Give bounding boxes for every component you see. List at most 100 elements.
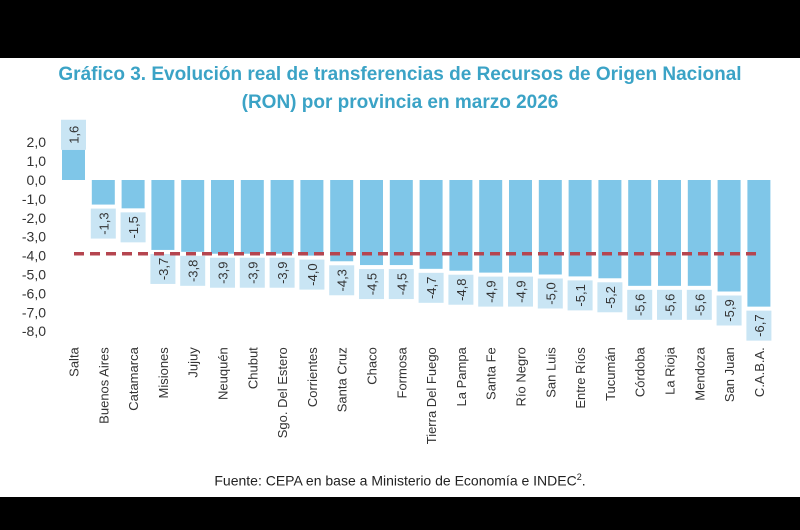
data-label: -4,8 [454, 279, 469, 301]
bar [449, 180, 473, 271]
data-label: -5,0 [543, 282, 558, 304]
category-label: Santa Cruz [335, 347, 350, 412]
data-label: -4,9 [514, 280, 529, 302]
data-label-box [61, 119, 86, 150]
data-label-box [329, 265, 355, 296]
source-note: Fuente: CEPA en base a Ministerio de Eco… [0, 472, 800, 489]
data-label: -4,5 [394, 273, 409, 295]
data-label: -4,9 [484, 280, 499, 302]
data-label: -3,8 [186, 260, 201, 282]
bar [211, 180, 234, 254]
data-label: -3,9 [275, 262, 290, 284]
bar [62, 149, 85, 180]
bar [121, 180, 145, 209]
category-label: San Luis [543, 347, 558, 398]
bar-chart: 2,0 1,0 0,0 -1,0 -2,0 -3,0 -4,0 -5,0 -6,0 -7,0 -8,… [22, 119, 772, 444]
chart-title-line-2: (RON) por provincia en marzo 2026 [241, 92, 559, 113]
bar [509, 180, 532, 273]
category-label: Catamarca [126, 346, 141, 410]
chart-title-line-1: Gráfico 3. Evolución real de transferenc… [58, 64, 742, 85]
bar [330, 180, 354, 262]
data-label: -5,6 [633, 294, 648, 316]
y-tick-label: -7,0 [22, 304, 46, 320]
bar [181, 180, 205, 252]
y-tick-label: -8,0 [22, 323, 46, 339]
data-label-box [537, 278, 563, 309]
data-label: -4,5 [365, 273, 380, 295]
bar [240, 180, 264, 254]
y-tick-label: -6,0 [22, 285, 46, 301]
y-tick-label: -2,0 [22, 210, 46, 226]
bar [300, 180, 324, 256]
data-label-box [448, 274, 474, 305]
y-tick-label: -3,0 [22, 229, 46, 245]
data-label: -3,9 [245, 262, 260, 284]
data-label-box [299, 259, 325, 290]
bar [91, 180, 115, 205]
y-tick-label: 0,0 [27, 172, 47, 188]
category-label: Sgo. Del Estero [275, 347, 290, 438]
data-label: -4,0 [305, 263, 320, 285]
chart-panel: Gráfico 3. Evolución real de transferenc… [0, 58, 800, 497]
data-label: -5,9 [722, 299, 737, 321]
category-label: Río Negro [514, 347, 529, 406]
data-label: -5,2 [603, 286, 618, 308]
bar [658, 180, 681, 286]
bar [538, 180, 562, 275]
bar [628, 180, 652, 286]
data-label: -6,7 [752, 314, 767, 336]
data-label-box [269, 257, 295, 288]
category-label: Corrientes [305, 347, 320, 407]
data-label-box [359, 269, 384, 300]
bar [270, 180, 294, 254]
category-label: Formosa [394, 346, 409, 398]
data-label-box [478, 276, 504, 307]
data-label: -5,6 [692, 294, 707, 316]
source-end: . [581, 472, 586, 489]
data-label-box [150, 253, 176, 284]
data-label-box [686, 289, 712, 320]
data-label-box [180, 255, 206, 286]
y-tick-label: -1,0 [22, 191, 46, 207]
data-label: -3,7 [156, 258, 171, 280]
bar [419, 180, 443, 269]
data-label-box [120, 212, 146, 243]
data-label: -3,9 [216, 262, 231, 284]
category-label: San Juan [722, 347, 737, 402]
category-label: Entre Ríos [573, 347, 588, 409]
category-label: Misiones [156, 347, 171, 399]
data-label: -5,1 [573, 284, 588, 306]
category-label: Buenos Aires [96, 347, 111, 424]
category-label: Salta [67, 346, 82, 376]
bar [389, 180, 413, 266]
data-label-box [657, 289, 682, 320]
data-label-box [716, 295, 742, 326]
category-label: La Pampa [454, 346, 469, 406]
category-label: C.A.B.A. [752, 347, 767, 397]
category-label: Mendoza [692, 346, 707, 400]
bar [687, 180, 711, 286]
category-label: Santa Fe [484, 347, 499, 400]
data-label-box [388, 269, 414, 300]
bar [479, 180, 503, 273]
data-label-box [567, 280, 593, 311]
category-label: Córdoba [633, 346, 648, 397]
category-label: Chubut [245, 347, 260, 389]
y-tick-label: -4,0 [22, 248, 46, 264]
bar [717, 180, 741, 292]
data-label: -5,6 [663, 294, 678, 316]
source-footnote: 2 [576, 472, 582, 482]
data-label-box [508, 276, 533, 307]
data-label-box [746, 310, 772, 341]
data-label-box [90, 208, 116, 239]
y-tick-label: 1,0 [27, 153, 47, 169]
y-tick-label: -5,0 [22, 267, 46, 283]
data-label-box [210, 257, 235, 288]
category-label: Chaco [365, 347, 380, 385]
data-label: -1,5 [126, 216, 141, 238]
data-label-box [239, 257, 265, 288]
bar [151, 180, 175, 250]
data-label-box [418, 272, 444, 303]
source-text: Fuente: CEPA en base a Ministerio de Eco… [214, 472, 577, 489]
category-label: La Rioja [663, 346, 678, 394]
